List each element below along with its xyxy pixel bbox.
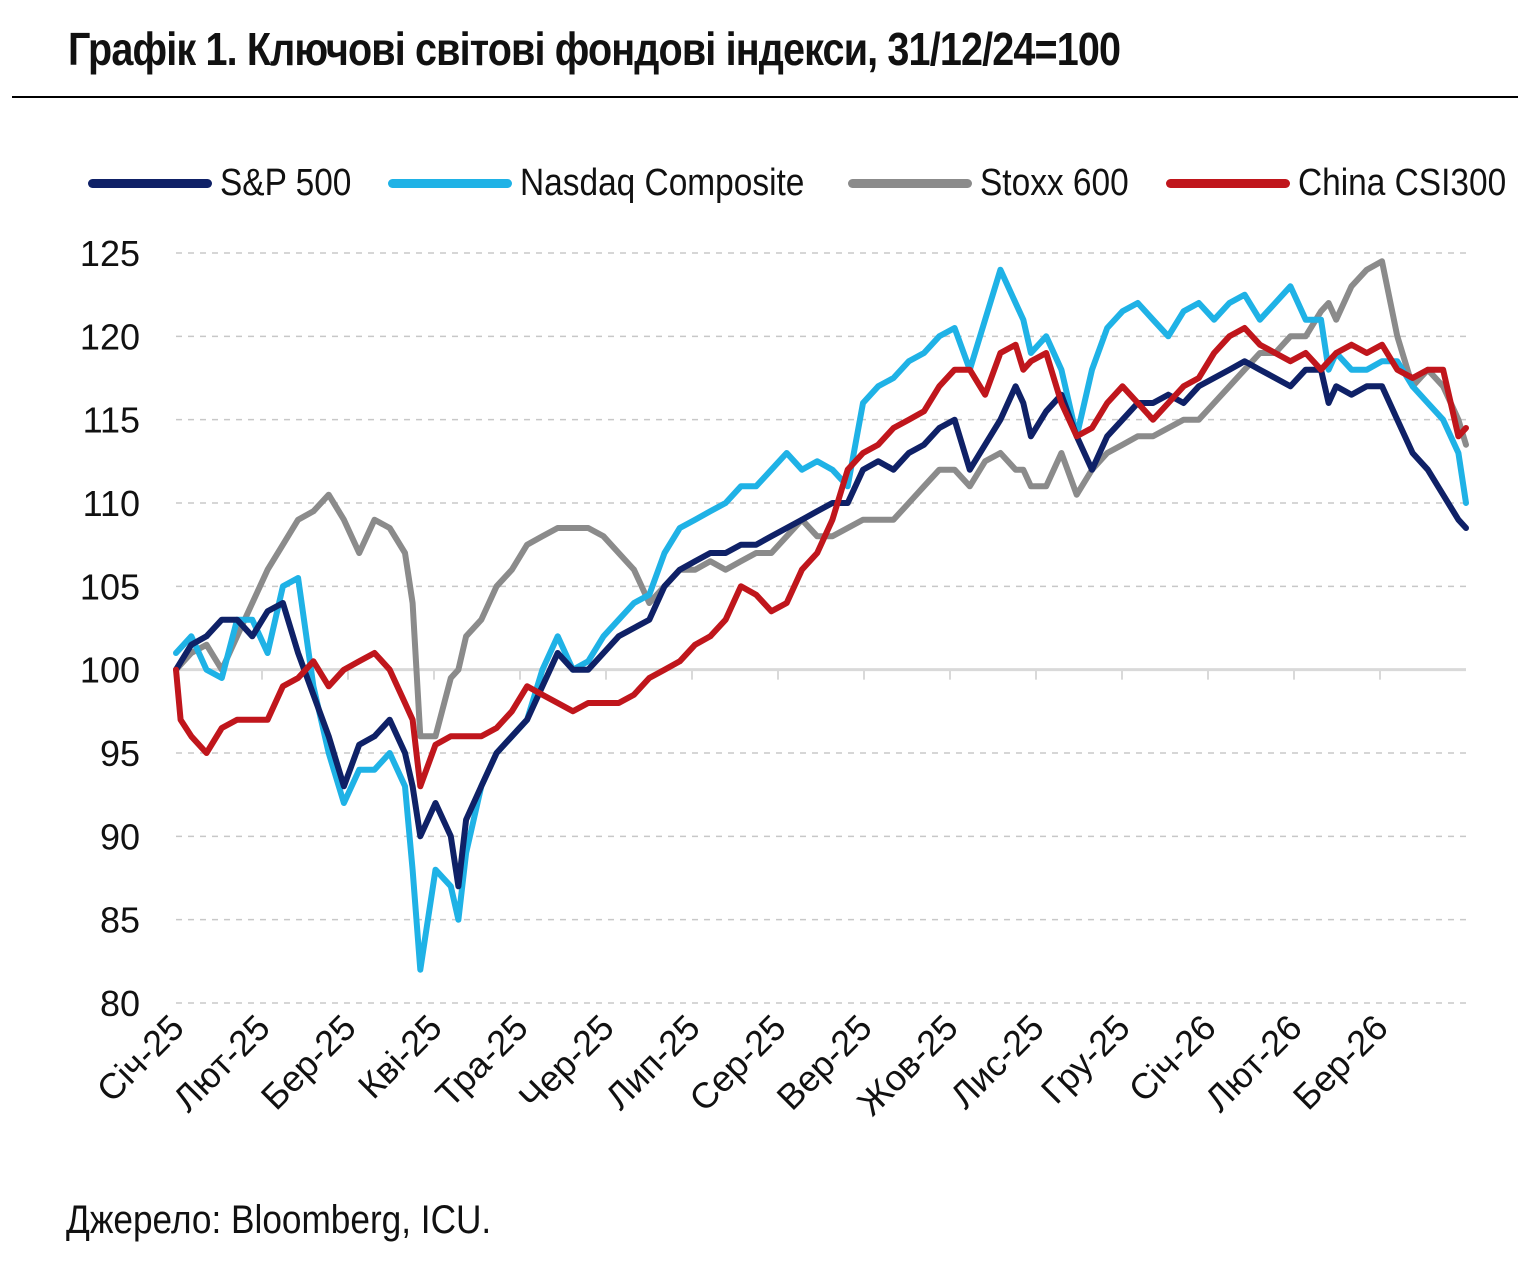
legend-item-sp500: S&P 500 xyxy=(88,160,369,206)
legend-label-csi300: China CSI300 xyxy=(1298,161,1507,204)
x-tick-label: Бер-26 xyxy=(1285,1007,1396,1118)
y-axis-labels: 80 85 90 95 100 105 110 115 120 125 xyxy=(80,233,140,1024)
legend: S&P 500 Nasdaq Composite Stoxx 600 China… xyxy=(88,160,1528,206)
legend-label-nasdaq: Nasdaq Composite xyxy=(520,161,805,204)
series-line-csi300 xyxy=(173,325,1469,790)
legend-swatch-nasdaq xyxy=(388,178,512,188)
x-tick-label: Лют-26 xyxy=(1197,1007,1310,1120)
y-tick-label: 120 xyxy=(80,316,140,357)
legend-item-stoxx: Stoxx 600 xyxy=(848,160,1149,206)
source-note: Джерело: Bloomberg, ICU. xyxy=(66,1198,492,1242)
legend-label-sp500: S&P 500 xyxy=(220,161,352,204)
x-tick-label: Сер-25 xyxy=(681,1007,793,1119)
y-tick-label: 85 xyxy=(100,900,140,941)
y-tick-label: 90 xyxy=(100,816,140,857)
x-tick-label: Лис-25 xyxy=(942,1007,1051,1116)
chart-title: Графік 1. Ключові світові фондові індекс… xyxy=(68,23,1121,75)
x-tick-label: Бер-25 xyxy=(253,1007,364,1118)
y-tick-label: 100 xyxy=(80,650,140,691)
series-line-nasdaq xyxy=(173,266,1469,973)
legend-item-csi300: China CSI300 xyxy=(1166,160,1534,206)
x-tick-label: Чер-25 xyxy=(511,1007,622,1118)
x-axis-labels: Січ-25Лют-25Бер-25Кві-25Тра-25Чер-25Лип-… xyxy=(89,1007,1396,1124)
legend-swatch-sp500 xyxy=(88,178,212,188)
y-tick-label: 110 xyxy=(83,483,140,524)
x-tick-label: Гру-25 xyxy=(1033,1007,1138,1112)
y-tick-label: 125 xyxy=(80,233,140,274)
legend-swatch-csi300 xyxy=(1166,178,1290,188)
legend-item-nasdaq: Nasdaq Composite xyxy=(388,160,843,206)
title-divider xyxy=(12,96,1518,98)
y-tick-label: 105 xyxy=(80,566,140,607)
series-line-stoxx600 xyxy=(173,258,1469,740)
series-lines xyxy=(173,258,1469,973)
legend-swatch-stoxx xyxy=(848,178,972,188)
x-tick-label: Лют-25 xyxy=(165,1007,278,1120)
series-line-sp500 xyxy=(173,358,1469,890)
gridlines xyxy=(176,252,1466,1004)
y-tick-label: 80 xyxy=(100,983,140,1024)
y-tick-label: 115 xyxy=(83,400,140,441)
legend-label-stoxx: Stoxx 600 xyxy=(980,161,1129,204)
y-tick-label: 95 xyxy=(100,733,140,774)
